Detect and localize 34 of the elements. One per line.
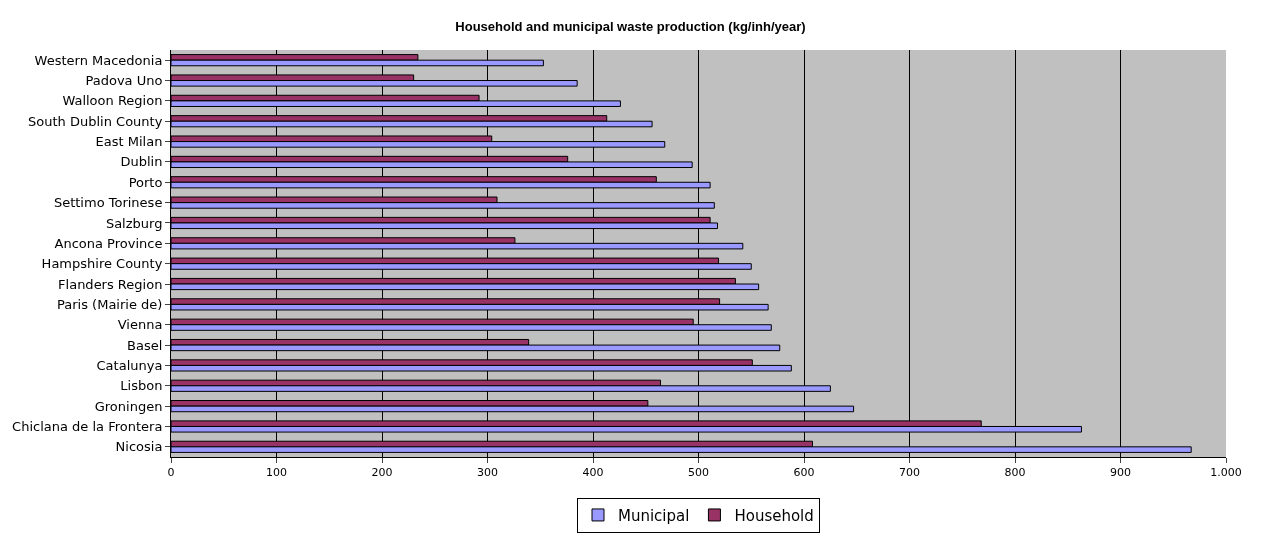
y-tick-label: Basel — [127, 337, 163, 353]
y-tick-label: Flanders Region — [58, 276, 163, 292]
y-tick-label: Lisbon — [120, 378, 163, 394]
x-tick-label: 500 — [688, 466, 709, 480]
legend-label: Municipal — [618, 506, 690, 525]
y-tick-label: Settimo Torinese — [53, 195, 163, 211]
y-tick-label: Walloon Region — [62, 93, 163, 109]
y-tick-label: Ancona Province — [54, 235, 163, 251]
y-tick-label: East Milan — [95, 134, 163, 150]
x-tick-label: 0 — [167, 466, 175, 480]
x-tick-label: 300 — [477, 466, 498, 480]
y-tick-label: South Dublin County — [28, 113, 163, 129]
x-tick-label: 1.000 — [1210, 466, 1242, 480]
y-tick-label: Western Macedonia — [34, 52, 163, 68]
x-tick-label: 600 — [793, 466, 815, 480]
y-tick-label: Nicosia — [115, 439, 163, 455]
y-tick-label: Catalunya — [96, 357, 163, 373]
x-tick-label: 200 — [371, 466, 393, 480]
x-tick-label: 700 — [899, 466, 920, 480]
y-tick-label: Vienna — [117, 317, 163, 333]
legend-label: Household — [734, 506, 814, 525]
x-tick-label: 800 — [1004, 466, 1026, 480]
y-tick-label: Hampshire County — [41, 256, 163, 272]
y-tick-label: Paris (Mairie de) — [57, 296, 163, 312]
y-tick-label: Dublin — [120, 154, 163, 170]
y-tick-label: Padova Uno — [85, 73, 163, 89]
y-tick-label: Groningen — [94, 398, 163, 414]
chart-title: Household and municipal waste production (kg/inh/year) — [455, 18, 806, 34]
y-tick-label: Salzburg — [105, 215, 163, 231]
x-tick-label: 900 — [1110, 466, 1131, 480]
y-tick-label: Chiclana de la Frontera — [12, 419, 163, 435]
x-tick-label: 100 — [266, 466, 287, 480]
x-tick-label: 400 — [582, 466, 604, 480]
y-tick-label: Porto — [128, 174, 163, 190]
